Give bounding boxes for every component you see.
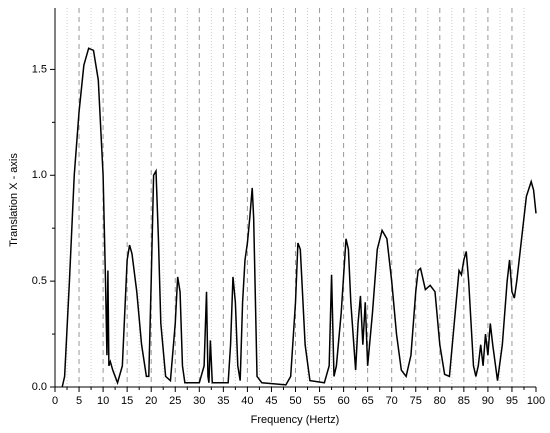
x-tick-label: 80 [434,395,446,407]
x-tick-label: 35 [217,395,229,407]
x-tick-label: 45 [265,395,277,407]
x-tick-label: 0 [52,395,58,407]
x-tick-label: 90 [482,395,494,407]
y-tick-label: 0.0 [32,381,47,393]
x-tick-label: 20 [145,395,157,407]
y-tick-label: 0.5 [32,275,47,287]
x-tick-label: 95 [506,395,518,407]
x-tick-label: 65 [362,395,374,407]
x-tick-label: 10 [97,395,109,407]
y-tick-label: 1.0 [32,169,47,181]
x-tick-label: 50 [289,395,301,407]
y-axis-label: Translation X - axis [8,153,20,247]
x-tick-label: 60 [337,395,349,407]
x-tick-label: 70 [386,395,398,407]
x-axis-label: Frequency (Hertz) [251,414,340,426]
x-tick-label: 55 [313,395,325,407]
y-tick-label: 1.5 [32,63,47,75]
line [61,47,537,388]
x-tick-label: 85 [458,395,470,407]
x-tick-label: 15 [121,395,133,407]
x-tick-label: 75 [410,395,422,407]
x-tick-label: 40 [241,395,253,407]
x-tick-label: 100 [527,395,545,407]
x-tick-label: 30 [193,395,205,407]
x-tick-label: 25 [169,395,181,407]
x-tick-label: 5 [76,395,82,407]
